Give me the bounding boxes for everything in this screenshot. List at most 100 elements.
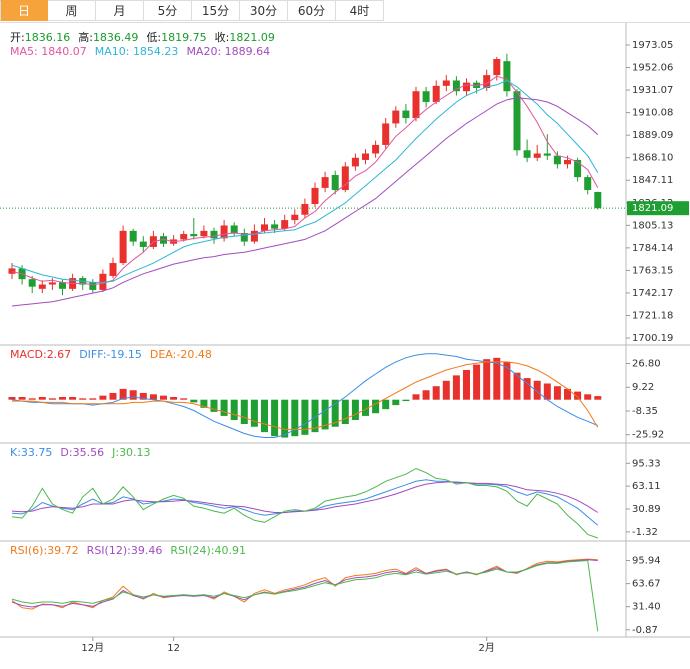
y-tick-label: 1889.09 xyxy=(632,130,673,141)
macd-bar xyxy=(311,399,319,433)
candle-body xyxy=(321,177,329,188)
macd-bar xyxy=(69,397,77,400)
macd-bar xyxy=(372,399,380,414)
macd-bar xyxy=(28,398,36,400)
candle-body xyxy=(8,268,16,274)
readout-value: 35.56 xyxy=(73,446,105,459)
readout-label: 高: xyxy=(78,30,93,44)
readout: RSI(6):39.72 RSI(12):39.46 RSI(24):40.91 xyxy=(10,544,246,557)
candle-body xyxy=(109,263,117,276)
indicator-line xyxy=(11,353,598,438)
macd-bar xyxy=(230,399,238,420)
candle-body xyxy=(160,236,167,244)
y-tick-label: -0.87 xyxy=(632,625,658,636)
x-tick-label: 2月 xyxy=(479,642,495,654)
readout-label: 收: xyxy=(215,30,230,44)
period-tab[interactable]: 15分 xyxy=(192,0,240,21)
candle-body xyxy=(220,225,228,239)
macd-bar xyxy=(594,396,602,400)
candle-body xyxy=(281,220,289,229)
x-tick-label: 12 xyxy=(167,643,180,654)
macd-bar xyxy=(574,391,582,400)
candle-body xyxy=(129,230,137,242)
candle-body xyxy=(533,153,541,158)
readout-label: MA20: xyxy=(186,45,224,58)
candle-body xyxy=(452,80,460,92)
candle-body xyxy=(422,91,430,102)
macd-bar xyxy=(382,399,390,410)
period-tab[interactable]: 4时 xyxy=(336,0,384,21)
candle-body xyxy=(261,224,268,231)
candle-body xyxy=(553,155,561,165)
macd-bar xyxy=(18,397,26,400)
macd-bar xyxy=(463,369,470,400)
candle-body xyxy=(28,279,36,287)
macd-bar xyxy=(170,397,178,400)
macd-bar xyxy=(483,359,491,400)
candle-body xyxy=(311,187,319,204)
macd-bar xyxy=(321,399,329,430)
readout-label: DEA: xyxy=(150,348,176,361)
macd-bar xyxy=(442,380,450,400)
readout-value: 39.72 xyxy=(47,544,79,557)
macd-bar xyxy=(452,375,460,400)
y-tick-label: -25.92 xyxy=(632,430,664,441)
readout-value: 1889.64 xyxy=(225,45,271,58)
period-tab[interactable]: 日 xyxy=(0,0,48,21)
readout-value: 1836.49 xyxy=(93,31,139,44)
macd-bar xyxy=(432,386,440,400)
period-tab[interactable]: 5分 xyxy=(144,0,192,21)
candle-body xyxy=(523,150,531,158)
macd-bar xyxy=(119,388,127,400)
candle-body xyxy=(351,157,359,167)
candle-body xyxy=(271,224,279,229)
macd-bar xyxy=(139,392,147,400)
period-tab[interactable]: 30分 xyxy=(240,0,288,21)
macd-bar xyxy=(160,395,167,400)
period-tab[interactable]: 60分 xyxy=(288,0,336,21)
last-price-box xyxy=(627,201,689,216)
candle-body xyxy=(301,203,309,215)
period-tabs: 日周月 5分 15分 30分 60分 4时 xyxy=(0,0,384,22)
macd-bar xyxy=(99,395,107,400)
candle-body xyxy=(412,91,420,119)
y-tick-label: 1952.06 xyxy=(632,63,673,74)
macd-bar xyxy=(301,399,309,435)
readout: 开:1836.16 高:1836.49 低:1819.75 收:1821.09 xyxy=(10,30,275,44)
y-tick-label: 63.11 xyxy=(632,481,661,492)
candle-body xyxy=(210,230,218,239)
readout-label: J: xyxy=(111,446,119,459)
indicator-line xyxy=(11,79,599,283)
candle-body xyxy=(331,174,339,191)
readout-value: 40.91 xyxy=(214,544,246,557)
readout-value: 1836.16 xyxy=(25,31,71,44)
candle-body xyxy=(190,234,198,237)
candle-body xyxy=(493,58,501,76)
candle-body xyxy=(483,75,491,88)
macd-bar xyxy=(210,399,218,412)
candle-body xyxy=(291,214,299,221)
indicator-line xyxy=(11,558,598,610)
macd-bar xyxy=(362,399,369,416)
macd-bar xyxy=(261,399,268,433)
readout-label: MA10: xyxy=(95,45,133,58)
readout-value: 1840.07 xyxy=(41,45,87,58)
candle-body xyxy=(89,282,97,290)
y-tick-label: 31.40 xyxy=(632,602,661,613)
period-tab[interactable]: 月 xyxy=(96,0,144,21)
readout-value: -19.15 xyxy=(106,348,141,361)
macd-bar xyxy=(109,392,117,400)
candle-body xyxy=(38,284,46,289)
candle-body xyxy=(99,273,107,290)
readout-value: 30.13 xyxy=(119,446,151,459)
readout-label: MACD: xyxy=(10,348,47,361)
readout-value: 2.67 xyxy=(47,348,72,361)
candle-body xyxy=(503,61,511,92)
y-tick-label: 63.67 xyxy=(632,579,661,590)
readout: MACD:2.67 DIFF:-19.15 DEA:-20.48 xyxy=(10,348,212,361)
candle-body xyxy=(513,91,521,151)
macd-bar xyxy=(543,383,551,400)
candle-body xyxy=(119,230,127,264)
period-tab[interactable]: 周 xyxy=(48,0,96,21)
candle-body xyxy=(564,159,571,165)
